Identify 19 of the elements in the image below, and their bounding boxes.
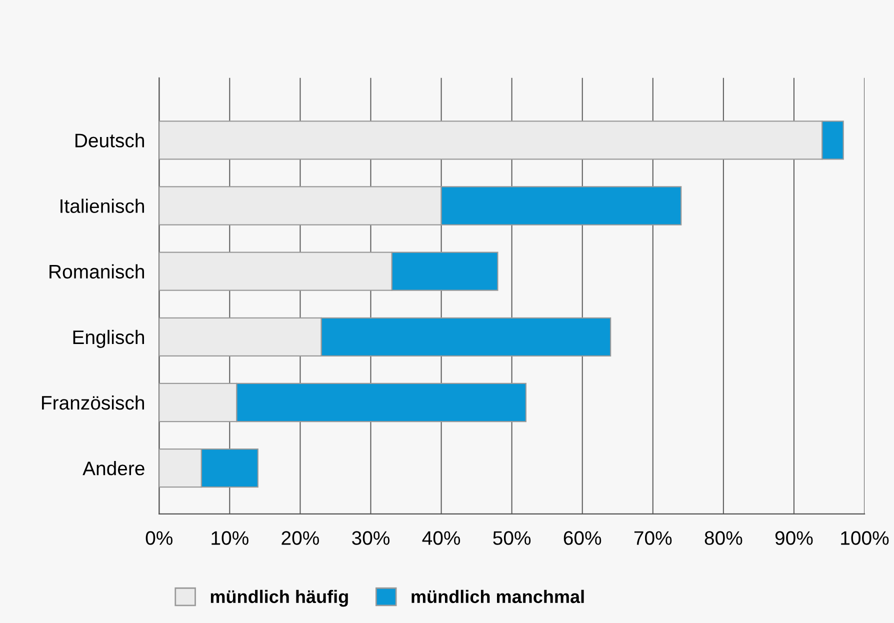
x-tick-label: 100%	[841, 531, 889, 545]
x-tick-label: 40%	[422, 531, 460, 545]
y-tick-label: Deutsch	[76, 133, 144, 148]
y-tick-label: Andere	[82, 461, 144, 476]
legend-label: mündlich manchmal	[412, 590, 584, 604]
x-tick-label: 60%	[564, 531, 602, 545]
y-tick-label: Italienisch	[60, 198, 144, 213]
x-tick-label: 90%	[775, 531, 813, 545]
x-tick-label: 30%	[352, 531, 390, 545]
x-tick-label: 80%	[704, 531, 742, 545]
y-tick-label: Romanisch	[50, 264, 144, 279]
x-tick-label: 0%	[146, 531, 172, 545]
x-tick-label: 50%	[493, 531, 531, 545]
x-tick-label: 20%	[282, 531, 319, 545]
y-tick-label: Französisch	[42, 395, 144, 410]
x-tick-label: 70%	[634, 531, 672, 545]
x-tick-label: 10%	[212, 531, 248, 545]
legend-label: mündlich häufig	[210, 590, 348, 607]
y-tick-label: Englisch	[73, 330, 144, 348]
